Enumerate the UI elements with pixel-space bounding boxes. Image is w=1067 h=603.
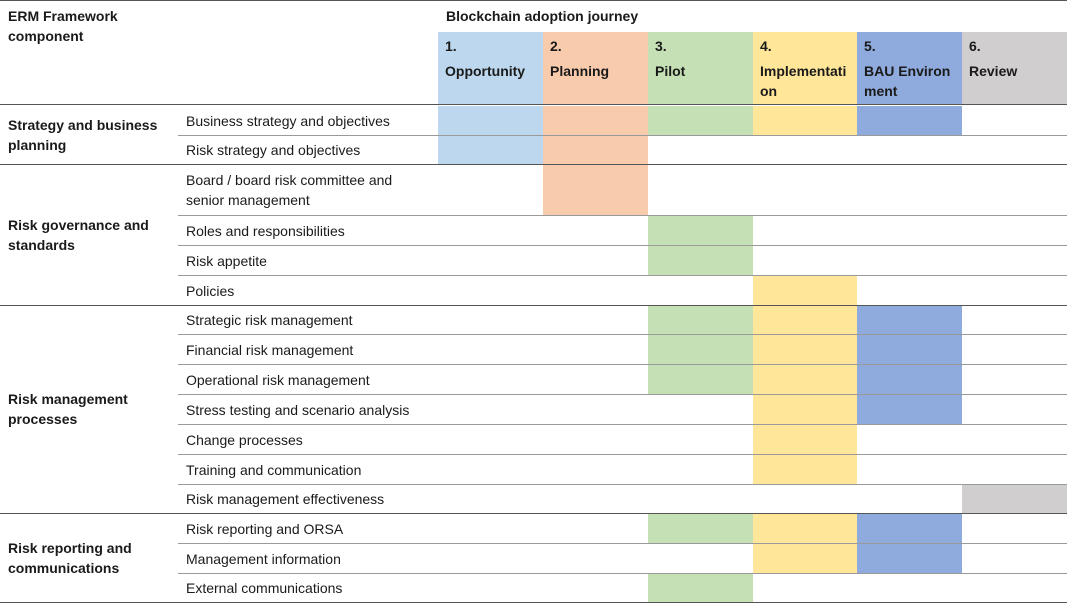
stage-cell-pilot [648,216,753,245]
component-name: Risk governance and standards [8,216,149,253]
row-rule [178,484,1067,485]
stage-cell-pilot [648,106,753,135]
row-rule [178,454,1067,455]
stage-header-3: 3. Pilot [648,32,753,105]
component-name: Risk management processes [8,391,128,427]
stage-cell-implementati-on [753,106,857,135]
stage-number: 4. [760,38,772,54]
stage-header-6: 6. Review [962,32,1067,105]
stage-header-1: 1. Opportunity [438,32,543,105]
stage-cell-bau-environment [857,335,962,364]
component-name: Risk reporting and communications [8,539,132,576]
row-rule [178,275,1067,276]
subcomponent-label: Strategic risk management [186,312,353,328]
stage-cell-pilot [648,306,753,334]
top-rule [0,0,1067,1]
stage-number: 5. [864,38,876,54]
stage-header-2: 2. Planning [543,32,648,105]
component-label: Risk reporting and communications [8,513,173,602]
component-label: Strategy and business planning [8,105,173,164]
stage-header-4: 4. Implementati on [753,32,857,105]
subcomponent-label: Policies [186,282,235,299]
stage-cell-planning [543,136,648,164]
subcomponent-label: Business strategy and objectives [186,112,390,129]
stage-cell-implementati-on [753,365,857,394]
stage-cell-opportunity [438,136,543,164]
stage-cell-pilot [648,574,753,602]
stage-cell-implementati-on [753,335,857,364]
stage-number: 3. [655,38,667,54]
stage-cell-opportunity [438,106,543,135]
subcomponent-label: Stress testing and scenario analysis [186,401,410,418]
stage-cell-review [962,485,1067,513]
stage-cell-implementati-on [753,544,857,573]
stage-cell-implementati-on [753,395,857,424]
group-rule [0,305,1067,306]
stage-cell-bau-environment [857,514,962,543]
stage-cell-pilot [648,335,753,364]
stage-name: BAU Environment [864,63,951,99]
row-rule [178,573,1067,574]
stage-number: 6. [969,38,981,54]
stage-name: Planning [550,63,610,79]
stage-name: Opportunity [445,63,526,79]
stage-cell-implementati-on [753,276,857,305]
stage-header-5: 5. BAU Environment [857,32,962,105]
stage-cell-bau-environment [857,544,962,573]
row-rule [178,245,1067,246]
component-name: Strategy and business planning [8,116,158,153]
subcomponent-label: Training and communication [186,461,362,478]
stage-cell-implementati-on [753,514,857,543]
stage-cell-bau-environment [857,395,962,424]
stage-cell-bau-environment [857,306,962,334]
stage-cell-bau-environment [857,106,962,135]
stage-name: Implementati on [760,63,847,99]
subcomponent-label: External communications [186,580,343,596]
group-rule [0,513,1067,514]
row-rule [178,543,1067,544]
journey-title: Blockchain adoption journey [446,8,639,24]
stage-number: 1. [445,38,457,54]
row-rule [178,135,1067,136]
subcomponent-label: Financial risk management [186,341,354,358]
subcomponent-label: Roles and responsibilities [186,222,345,239]
row-rule [178,334,1067,335]
component-label: Risk management processes [8,305,173,513]
stage-cell-pilot [648,514,753,543]
framework-header: ERM Framework component [8,8,118,44]
header-rule [0,104,1067,105]
stage-cell-planning [543,165,648,215]
stage-cell-pilot [648,365,753,394]
row-rule [178,215,1067,216]
stage-cell-pilot [648,246,753,275]
subcomponent-label: Management information [186,550,341,567]
subcomponent-label: Operational risk management [186,371,370,388]
stage-name: Pilot [655,63,686,79]
subcomponent-label: Change processes [186,431,303,448]
row-rule [178,424,1067,425]
subcomponent-label: Board / board risk committee and senior … [186,172,393,208]
row-rule [178,364,1067,365]
component-label: Risk governance and standards [8,164,173,305]
stage-cell-implementati-on [753,306,857,334]
stage-cell-bau-environment [857,365,962,394]
stage-name: Review [969,63,1018,79]
stage-cell-implementati-on [753,455,857,484]
stage-cell-planning [543,106,648,135]
subcomponent-label: Risk appetite [186,252,267,269]
stage-cell-implementati-on [753,425,857,454]
stage-number: 2. [550,38,562,54]
group-rule [0,164,1067,165]
subcomponent-label: Risk management effectiveness [186,491,385,507]
subcomponent-label: Risk reporting and ORSA [186,520,344,537]
subcomponent-label: Risk strategy and objectives [186,142,361,158]
row-rule [178,394,1067,395]
